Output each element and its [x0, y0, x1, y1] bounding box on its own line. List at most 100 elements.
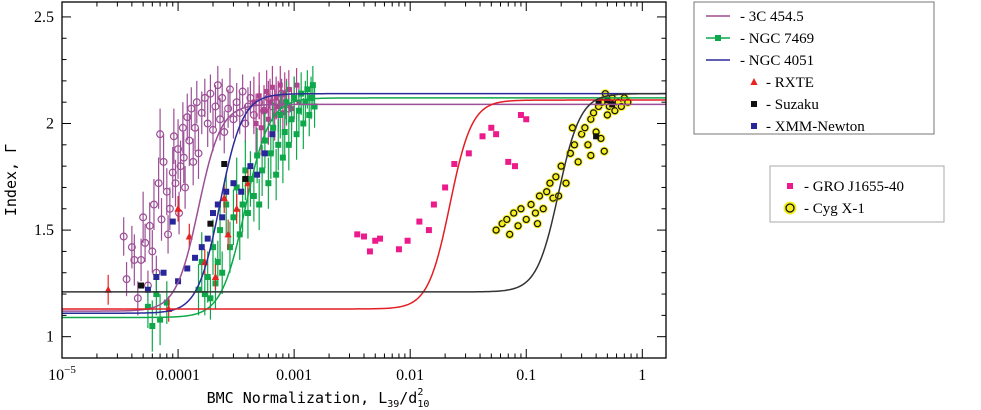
x-tick-label-3: 0.01 — [396, 367, 424, 384]
point-ngc-7469-27 — [259, 167, 266, 174]
point-ngc-7469-32 — [273, 171, 280, 178]
point-suzaku-1 — [207, 220, 214, 227]
point-3c-454-5-dense-3 — [258, 125, 264, 131]
point-gro-j1655-40-2 — [366, 248, 373, 255]
point-3c-454-5-22 — [171, 179, 180, 188]
point-ngc-7469-2 — [153, 291, 160, 298]
point-3c-454-5-34 — [192, 98, 201, 107]
legend-main: - 3C 454.5 - NGC 7469 - NGC 4051 - RXTE - Su… — [693, 1, 935, 135]
point-xmm-newton-15 — [247, 163, 254, 170]
legend-square — [751, 101, 757, 107]
legend-galactic: - GRO J1655-40 - Cyg X-1 — [769, 165, 945, 223]
point-3c-454-5-dense-0 — [251, 99, 257, 105]
x-axis-label-part: 10 — [417, 399, 429, 410]
point-cyg-x-1-black-0 — [593, 133, 600, 140]
point-ngc-7469-29 — [265, 180, 272, 187]
legend-galactic-box — [769, 165, 945, 223]
point-ngc-7469-15 — [223, 201, 230, 208]
point-ngc-7469-6 — [198, 259, 205, 266]
point-cyg-x-1-3 — [506, 230, 514, 238]
point-3c-454-5-51 — [238, 87, 247, 96]
point-ngc-7469-44 — [300, 120, 307, 127]
point-ngc-7469-4 — [163, 299, 170, 306]
point-cyg-x-1-5 — [514, 222, 522, 230]
point-cyg-x-1-30 — [603, 111, 611, 119]
point-ngc-7469-10 — [210, 244, 216, 251]
point-3c-454-5-19 — [165, 204, 174, 213]
point-3c-454-5-29 — [183, 113, 192, 122]
x-tick-label-2: 0.001 — [276, 367, 312, 384]
point-3c-454-5-dense-7 — [267, 99, 273, 105]
point-gro-j1655-40-11 — [451, 161, 458, 168]
point-ngc-7469-7 — [201, 291, 208, 298]
legend-triangle — [750, 78, 758, 85]
point-3c-454-5-41 — [211, 102, 220, 111]
point-cyg-x-1-black-1 — [595, 99, 602, 106]
point-gro-j1655-40-19 — [523, 116, 530, 123]
point-ngc-7469-36 — [281, 129, 288, 136]
point-ngc-7469-42 — [295, 107, 302, 114]
point-cyg-x-1-2 — [503, 215, 511, 224]
point-cyg-x-1-7 — [522, 215, 530, 224]
x-tick-label-text: 10 — [48, 367, 64, 384]
point-ngc-7469-35 — [279, 154, 286, 161]
point-xmm-newton-17 — [261, 150, 268, 157]
point-cyg-x-1-13 — [546, 179, 554, 187]
point-ngc-7469-39 — [288, 116, 295, 123]
point-3c-454-5-42 — [213, 81, 222, 90]
point-3c-454-5-dense-5 — [264, 89, 270, 95]
legend-square — [787, 183, 793, 189]
point-gro-j1655-40-1 — [361, 233, 367, 240]
x-tick-label-text: 0.0001 — [156, 367, 200, 384]
point-xmm-newton-3 — [169, 218, 176, 225]
point-3c-454-5-44 — [218, 93, 227, 102]
plot-clip-group — [62, 65, 666, 352]
x-tick-label-text: 0.001 — [276, 367, 312, 384]
point-ngc-7469-40 — [291, 94, 298, 101]
point-ngc-7469-26 — [256, 201, 263, 208]
point-cyg-x-1-8 — [527, 200, 535, 209]
point-xmm-newton-2 — [160, 269, 167, 276]
legend-label: - NGC 4051 — [740, 53, 814, 69]
point-rxte-2 — [174, 204, 182, 212]
point-gro-j1655-40-6 — [404, 237, 411, 244]
point-ngc-7469-13 — [217, 227, 224, 234]
legend-label: - GRO J1655-40 — [804, 179, 904, 195]
point-ngc-7469-28 — [261, 137, 268, 144]
point-3c-454-5-26 — [178, 123, 187, 132]
point-cyg-x-1-23 — [584, 141, 592, 149]
point-gro-j1655-40-12 — [465, 150, 472, 157]
point-ngc-7469-9 — [207, 295, 214, 302]
point-xmm-newton-13 — [230, 180, 237, 187]
point-3c-454-5-47 — [225, 85, 234, 94]
point-xmm-newton-12 — [223, 188, 230, 195]
x-axis-label: BMC Normalization, L39/d102 — [207, 387, 430, 410]
x-axis-label-part: 2 — [417, 387, 423, 398]
point-3c-454-5-11 — [149, 200, 158, 209]
point-suzaku-0 — [138, 282, 145, 289]
point-ngc-7469-41 — [293, 131, 300, 138]
point-3c-454-5-20 — [168, 168, 177, 177]
point-3c-454-5-dense-19 — [294, 82, 300, 88]
y-axis-label: Index, Γ — [2, 144, 20, 216]
point-cyg-x-1-40 — [587, 151, 595, 160]
point-3c-454-5-38 — [203, 119, 212, 128]
point-cyg-x-1-22 — [581, 124, 589, 132]
series-gro-j1655-40 — [354, 111, 530, 255]
point-ngc-7469-22 — [244, 210, 251, 217]
point-ngc-7469-37 — [283, 99, 290, 106]
x-tick-label-0: 10−5 — [48, 364, 76, 384]
point-cyg-x-1-19 — [570, 141, 579, 149]
legend-square — [751, 123, 757, 129]
point-ngc-7469-16 — [226, 244, 233, 251]
legend-galactic-item-1: - Cyg X-1 — [783, 201, 865, 217]
point-ngc-7469-18 — [233, 184, 240, 191]
legend-label: - 3C 454.5 — [740, 9, 804, 25]
point-ngc-7469-31 — [270, 124, 277, 131]
point-rxte-7 — [224, 230, 232, 238]
point-xmm-newton-7 — [198, 244, 205, 251]
point-3c-454-5-dense-8 — [269, 84, 275, 90]
point-cyg-x-1-9 — [531, 209, 540, 217]
point-cyg-x-1-21 — [578, 130, 586, 138]
